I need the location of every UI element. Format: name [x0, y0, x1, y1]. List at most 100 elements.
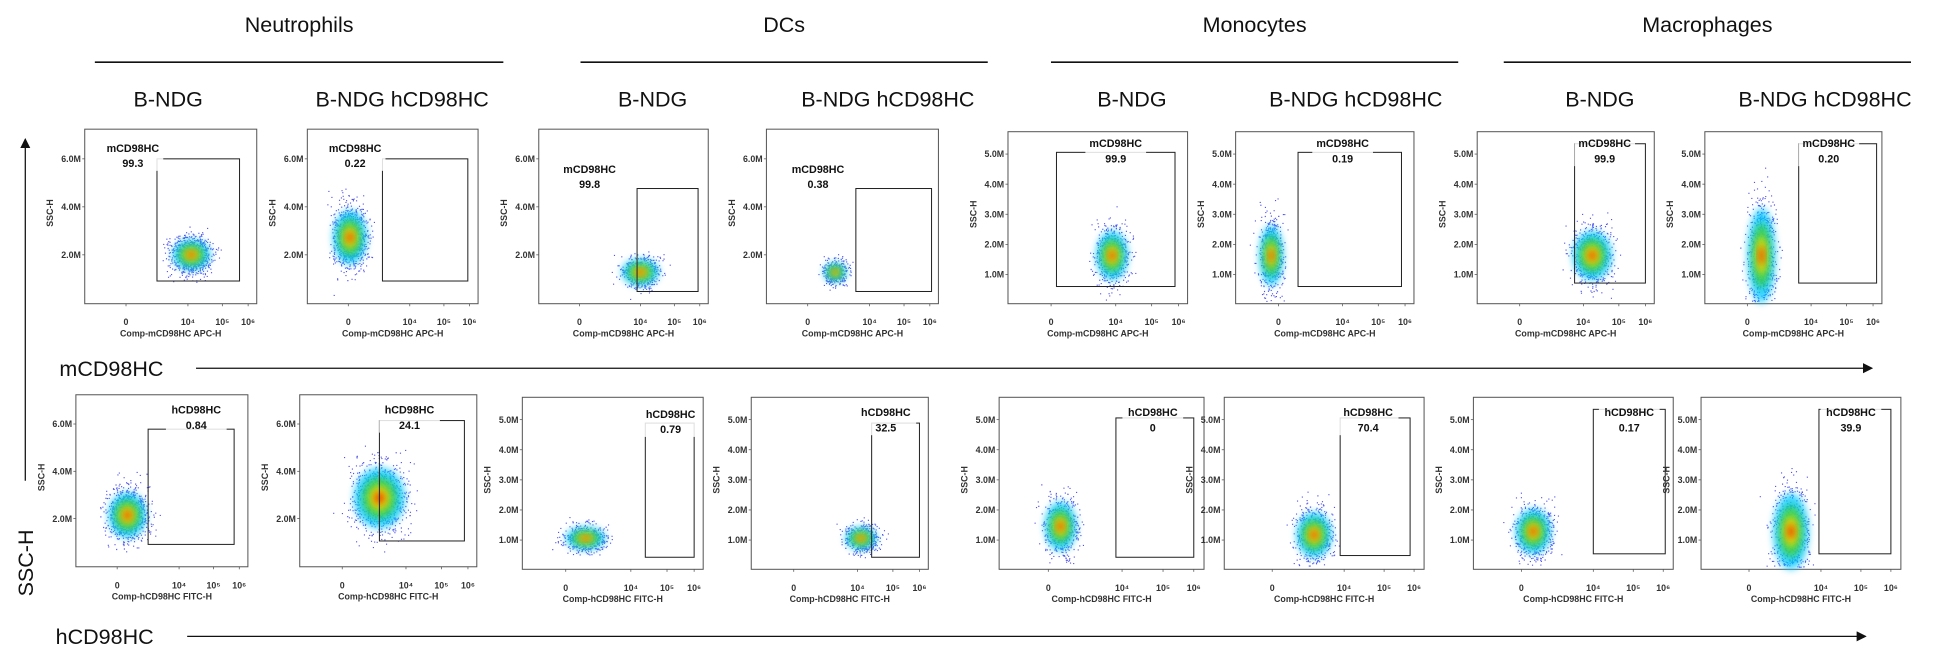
y-tick-label: 5.0M: [1212, 149, 1232, 159]
gate-name: mCD98HC: [1803, 138, 1856, 150]
gate-name: hCD98HC: [646, 409, 696, 421]
x-tick-label: 10⁴: [1115, 583, 1129, 593]
density-core: [187, 251, 196, 258]
y-tick-label: 5.0M: [1678, 415, 1698, 425]
gate-label-bg: [324, 141, 386, 171]
x-tick-label: 10⁵: [667, 317, 681, 327]
x-tick-label: 10⁶: [461, 580, 475, 590]
gate-percent: 39.9: [1840, 422, 1861, 434]
gate-percent: 32.5: [875, 422, 896, 434]
x-tick-label: 0: [115, 580, 120, 590]
x-tick-label: 10⁴: [624, 583, 638, 593]
flow-plot: mCD98HC 99.3 6.0M 4.0M 2.0M SSC-H 0 10⁴ 10⁵ 10⁶ Co…: [45, 128, 258, 339]
x-tick-label: 10⁴: [1586, 583, 1600, 593]
x-axis-title: Comp-hCD98HC FITC-H: [1751, 594, 1851, 604]
x-tick-label: 0: [1046, 583, 1051, 593]
gate-percent: 0.84: [186, 420, 207, 432]
density-core: [1588, 250, 1597, 261]
strain-label: B-NDG hCD98HC: [1269, 87, 1442, 111]
gate-label-bg: [1122, 406, 1184, 436]
y-tick-label: 4.0M: [1201, 445, 1221, 455]
y-tick-label: 3.0M: [1450, 475, 1470, 485]
y-tick-label: 2.0M: [284, 250, 304, 260]
gate-percent: 0.79: [660, 424, 681, 436]
y-tick-label: 4.0M: [1681, 179, 1701, 189]
x-axis-title: Comp-mCD98HC APC-H: [342, 329, 443, 339]
x-tick-label: 0: [1517, 317, 1522, 327]
density-core: [1310, 530, 1318, 540]
x-tick-label: 10⁶: [241, 317, 255, 327]
gate-name: hCD98HC: [1826, 407, 1876, 419]
x-tick-label: 10⁶: [1407, 583, 1421, 593]
gate-percent: 0.20: [1818, 153, 1839, 165]
gate-label-bg: [165, 403, 227, 433]
x-tick-label: 10⁵: [1145, 317, 1159, 327]
gate-percent: 0.22: [345, 158, 366, 170]
x-tick-label: 10⁶: [693, 317, 707, 327]
x-axis-title: Comp-mCD98HC APC-H: [1515, 329, 1616, 339]
y-tick-label: 1.0M: [1681, 270, 1701, 280]
x-tick-label: 10⁶: [687, 583, 701, 593]
x-axis-title: Comp-hCD98HC FITC-H: [790, 594, 890, 604]
density-core: [1268, 249, 1274, 262]
y-tick-label: 3.0M: [985, 209, 1005, 219]
y-tick-label: 4.0M: [515, 202, 535, 212]
x-axis-title: Comp-mCD98HC APC-H: [573, 329, 674, 339]
y-tick-label: 2.0M: [1450, 505, 1470, 515]
flow-plot: mCD98HC 0.20 5.0M 4.0M 3.0M 2.0M 1.0M SSC-H 0 10⁴…: [1665, 131, 1883, 339]
gate-label-bg: [379, 403, 440, 433]
group-title: Macrophages: [1642, 13, 1772, 37]
density-core: [1057, 521, 1064, 532]
y-tick-label: 5.0M: [1454, 149, 1474, 159]
y-tick-label: 6.0M: [276, 419, 296, 429]
y-tick-label: 5.0M: [1201, 415, 1221, 425]
x-tick-label: 0: [1270, 583, 1275, 593]
flow-plot: mCD98HC 99.9 5.0M 4.0M 3.0M 2.0M 1.0M SSC-H 0 10⁴…: [968, 131, 1189, 339]
y-tick-label: 3.0M: [1454, 209, 1474, 219]
x-tick-label: 0: [563, 583, 568, 593]
y-tick-label: 4.0M: [1212, 179, 1232, 189]
y-tick-label: 1.0M: [499, 535, 519, 545]
x-axis-title: Comp-hCD98HC FITC-H: [1274, 594, 1374, 604]
y-axis-title: SSC-H: [45, 199, 55, 227]
gate-percent: 99.9: [1105, 153, 1126, 165]
y-tick-label: 5.0M: [985, 149, 1005, 159]
x-tick-label: 10⁴: [863, 317, 877, 327]
x-tick-label: 0: [805, 317, 810, 327]
x-tick-label: 10⁵: [1371, 317, 1385, 327]
y-tick-label: 1.0M: [1201, 535, 1221, 545]
gate-label-bg: [102, 141, 164, 171]
row-label: mCD98HC: [59, 357, 163, 381]
gate-name: mCD98HC: [1316, 138, 1369, 150]
y-tick-label: 2.0M: [1201, 505, 1221, 515]
flow-plot: hCD98HC 39.9 5.0M 4.0M 3.0M 2.0M 1.0M SSC-H 0 10⁴…: [1661, 396, 1902, 604]
gate-percent: 0.19: [1332, 153, 1353, 165]
y-tick-label: 4.0M: [976, 445, 996, 455]
gate-percent: 0.38: [808, 179, 829, 191]
density-core: [1529, 526, 1537, 536]
y-tick-label: 5.0M: [728, 415, 748, 425]
y-tick-label: 6.0M: [52, 419, 72, 429]
y-tick-label: 2.0M: [1681, 240, 1701, 250]
gate: [636, 188, 699, 292]
density-core: [636, 269, 645, 275]
x-tick-label: 0: [577, 317, 582, 327]
y-axis-title: SSC-H: [1196, 200, 1206, 228]
x-tick-label: 10⁵: [1612, 317, 1626, 327]
y-tick-label: 1.0M: [985, 270, 1005, 280]
x-tick-label: 10⁴: [1804, 317, 1818, 327]
y-tick-label: 3.0M: [1201, 475, 1221, 485]
x-tick-label: 10⁶: [1398, 317, 1412, 327]
flow-plot: mCD98HC 99.8 6.0M 4.0M 2.0M SSC-H 0 10⁴ 10⁵ 10⁶ Co…: [499, 128, 709, 339]
density-core: [1108, 250, 1116, 261]
y-tick-label: 4.0M: [284, 202, 304, 212]
y-tick-label: 5.0M: [1681, 149, 1701, 159]
flow-plot: hCD98HC 32.5 5.0M 4.0M 3.0M 2.0M 1.0M SSC-H 0 10⁴…: [712, 396, 929, 604]
x-axis-title: Comp-mCD98HC APC-H: [120, 329, 221, 339]
x-tick-label: 10⁶: [232, 580, 246, 590]
flow-plot: hCD98HC 0.79 5.0M 4.0M 3.0M 2.0M 1.0M SSC-H 0 10⁴…: [483, 396, 704, 604]
strain-label: B-NDG: [1097, 87, 1166, 111]
gate-name: hCD98HC: [1128, 407, 1178, 419]
gate-label-bg: [1085, 137, 1147, 167]
gate-label-bg: [787, 162, 849, 192]
